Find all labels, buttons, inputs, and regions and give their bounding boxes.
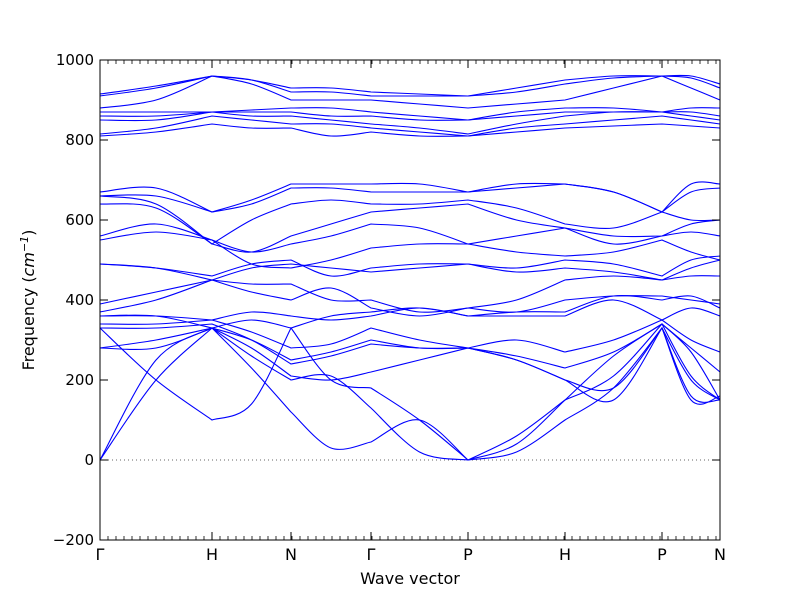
band-line-4 bbox=[99, 326, 721, 403]
band-line-12 bbox=[99, 259, 721, 281]
band-line-18 bbox=[99, 183, 721, 213]
x-tick-label: P bbox=[463, 545, 473, 564]
x-tick-label: Γ bbox=[96, 545, 105, 564]
band-line-27 bbox=[99, 74, 721, 97]
band-line-20 bbox=[99, 123, 721, 137]
band-line-21 bbox=[99, 115, 721, 137]
y-axis-label-exponent: −1 bbox=[18, 236, 31, 252]
band-line-13 bbox=[99, 255, 721, 277]
band-line-11 bbox=[99, 275, 721, 313]
x-tick-label: Γ bbox=[367, 545, 376, 564]
y-tick-label: 0 bbox=[84, 451, 94, 469]
band-line-5 bbox=[99, 326, 721, 405]
plot-frame bbox=[99, 59, 721, 541]
x-tick-label: P bbox=[657, 545, 667, 564]
band-line-14 bbox=[99, 231, 721, 269]
y-axis-label-close: ) bbox=[19, 230, 38, 236]
band-line-9 bbox=[99, 295, 721, 321]
y-axis-label-text: Frequency ( bbox=[19, 276, 38, 370]
y-tick-label: −200 bbox=[53, 531, 94, 549]
band-line-7 bbox=[99, 319, 721, 353]
band-line-6 bbox=[99, 323, 721, 373]
band-line-19 bbox=[99, 181, 721, 213]
band-line-15 bbox=[99, 223, 721, 253]
x-tick-label: N bbox=[714, 545, 726, 564]
y-tick-label: 600 bbox=[65, 211, 94, 229]
x-tick-label: N bbox=[285, 545, 297, 564]
x-tick-label: H bbox=[206, 545, 218, 564]
y-tick-label: 200 bbox=[65, 371, 94, 389]
y-axis-label: Frequency (cm−1) bbox=[18, 230, 39, 371]
band-line-10 bbox=[99, 279, 721, 317]
band-line-24 bbox=[100, 107, 721, 121]
band-line-16 bbox=[99, 203, 721, 253]
y-axis-label-unit: cm bbox=[19, 252, 38, 276]
band-line-25 bbox=[99, 75, 721, 109]
y-tick-label: 1000 bbox=[56, 51, 94, 69]
band-line-17 bbox=[99, 195, 721, 245]
x-tick-label: H bbox=[559, 545, 571, 564]
y-tick-label: 400 bbox=[65, 291, 94, 309]
x-axis-label: Wave vector bbox=[360, 569, 460, 588]
y-tick-label: 800 bbox=[65, 131, 94, 149]
band-line-8 bbox=[99, 299, 721, 329]
band-line-3 bbox=[99, 326, 721, 461]
